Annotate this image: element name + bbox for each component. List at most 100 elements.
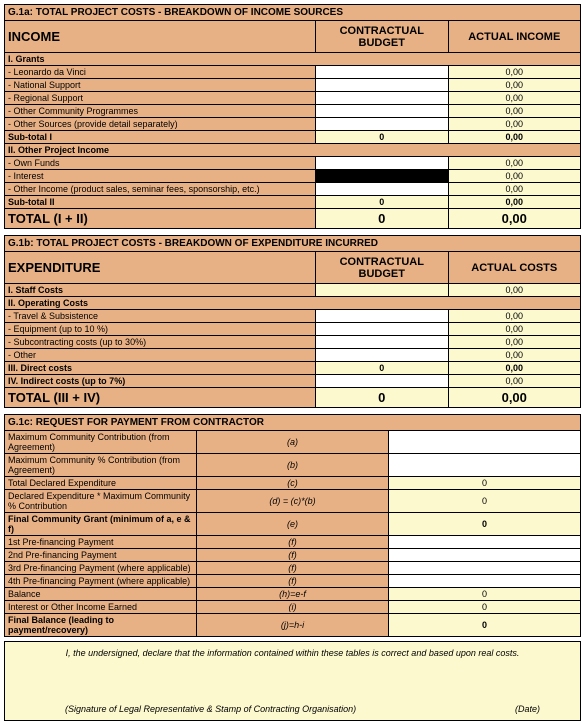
g1c-row-label: 4th Pre-financing Payment (where applica… [5, 575, 197, 588]
g1c-row-value[interactable] [389, 575, 581, 588]
budget-cell[interactable] [316, 105, 448, 118]
actual-cell: 0,00 [448, 336, 580, 349]
g1b-indirect-budget[interactable] [316, 375, 448, 388]
g1a-other-header: II. Other Project Income [5, 144, 581, 157]
g1c-row-letter: (i) [197, 601, 389, 614]
g1c-row-label: Declared Expenditure * Maximum Community… [5, 490, 197, 513]
g1a-total-label: TOTAL (I + II) [5, 209, 316, 229]
g1a-subtotal2-actual: 0,00 [448, 196, 580, 209]
table-row-label: - Other [5, 349, 316, 362]
actual-cell: 0,00 [448, 118, 580, 131]
g1b-op-header: II. Operating Costs [5, 297, 581, 310]
g1c-row-label: Final Balance (leading to payment/recove… [5, 614, 197, 637]
table-row-label: - Equipment (up to 10 %) [5, 323, 316, 336]
g1b-direct-budget: 0 [316, 362, 448, 375]
actual-cell: 0,00 [448, 323, 580, 336]
budget-cell[interactable] [316, 118, 448, 131]
g1b-title: G.1b: TOTAL PROJECT COSTS - BREAKDOWN OF… [5, 236, 581, 252]
g1c-row-value: 0 [389, 614, 581, 637]
g1b-direct-actual: 0,00 [448, 362, 580, 375]
g1b-total-label: TOTAL (III + IV) [5, 388, 316, 408]
g1c-row-label: 1st Pre-financing Payment [5, 536, 197, 549]
actual-cell: 0,00 [448, 66, 580, 79]
actual-cell: 0,00 [448, 92, 580, 105]
g1a-subtotal1-label: Sub-total I [5, 131, 316, 144]
g1c-row-label: 3rd Pre-financing Payment (where applica… [5, 562, 197, 575]
g1c-row-value: 0 [389, 601, 581, 614]
actual-cell: 0,00 [448, 170, 580, 183]
g1a-title: G.1a: TOTAL PROJECT COSTS - BREAKDOWN OF… [5, 5, 581, 21]
g1b-staff-actual: 0,00 [448, 284, 580, 297]
g1c-row-letter: (f) [197, 549, 389, 562]
budget-cell[interactable] [316, 183, 448, 196]
g1c-row-letter: (a) [197, 431, 389, 454]
g1c-row-letter: (f) [197, 562, 389, 575]
g1c-row-label: Total Declared Expenditure [5, 477, 197, 490]
g1a-col-budget: CONTRACTUAL BUDGET [316, 21, 448, 53]
g1c-row-letter: (f) [197, 536, 389, 549]
declaration-text: I, the undersigned, declare that the inf… [15, 648, 570, 658]
g1a-subtotal1-actual: 0,00 [448, 131, 580, 144]
g1c-row-label: Balance [5, 588, 197, 601]
g1c-row-value: 0 [389, 588, 581, 601]
table-g1b: G.1b: TOTAL PROJECT COSTS - BREAKDOWN OF… [4, 235, 581, 408]
budget-cell[interactable] [316, 323, 448, 336]
g1c-row-value: 0 [389, 513, 581, 536]
g1a-subtotal2-label: Sub-total II [5, 196, 316, 209]
g1c-row-value[interactable] [389, 431, 581, 454]
g1c-row-letter: (b) [197, 454, 389, 477]
g1c-row-label: 2nd Pre-financing Payment [5, 549, 197, 562]
g1c-row-value[interactable] [389, 562, 581, 575]
g1c-title: G.1c: REQUEST FOR PAYMENT FROM CONTRACTO… [5, 415, 581, 431]
g1a-total-actual: 0,00 [448, 209, 580, 229]
actual-cell: 0,00 [448, 349, 580, 362]
g1c-row-letter: (j)=h-i [197, 614, 389, 637]
g1b-col-budget: CONTRACTUAL BUDGET [316, 252, 448, 284]
g1a-total-budget: 0 [316, 209, 448, 229]
g1a-subtotal1-budget: 0 [316, 131, 448, 144]
table-row-label: - Own Funds [5, 157, 316, 170]
budget-cell[interactable] [316, 336, 448, 349]
g1a-col-actual: ACTUAL INCOME [448, 21, 580, 53]
declaration-sig: (Signature of Legal Representative & Sta… [65, 704, 356, 714]
g1a-grants-header: I. Grants [5, 53, 581, 66]
g1c-row-value[interactable] [389, 549, 581, 562]
table-row-label: - Leonardo da Vinci [5, 66, 316, 79]
g1c-row-value[interactable] [389, 536, 581, 549]
actual-cell: 0,00 [448, 183, 580, 196]
table-g1c: G.1c: REQUEST FOR PAYMENT FROM CONTRACTO… [4, 414, 581, 637]
g1b-col-label: EXPENDITURE [5, 252, 316, 284]
g1c-row-letter: (f) [197, 575, 389, 588]
declaration-date: (Date) [515, 704, 540, 714]
g1c-row-value[interactable] [389, 454, 581, 477]
g1c-row-label: Maximum Community Contribution (from Agr… [5, 431, 197, 454]
g1c-row-label: Maximum Community % Contribution (from A… [5, 454, 197, 477]
g1b-total-actual: 0,00 [448, 388, 580, 408]
table-row-label: - National Support [5, 79, 316, 92]
table-row-label: - Other Community Programmes [5, 105, 316, 118]
g1a-col-label: INCOME [5, 21, 316, 53]
g1b-staff-header: I. Staff Costs [5, 284, 316, 297]
g1b-indirect-actual: 0,00 [448, 375, 580, 388]
g1c-row-value: 0 [389, 490, 581, 513]
g1a-subtotal2-budget: 0 [316, 196, 448, 209]
g1b-staff-budget[interactable] [316, 284, 448, 297]
budget-cell[interactable] [316, 92, 448, 105]
table-row-label: - Subcontracting costs (up to 30%) [5, 336, 316, 349]
budget-cell[interactable] [316, 349, 448, 362]
table-row-label: - Interest [5, 170, 316, 183]
actual-cell: 0,00 [448, 79, 580, 92]
budget-cell[interactable] [316, 157, 448, 170]
g1b-total-budget: 0 [316, 388, 448, 408]
budget-cell[interactable] [316, 66, 448, 79]
g1c-row-letter: (e) [197, 513, 389, 536]
table-row-label: - Travel & Subsistence [5, 310, 316, 323]
budget-cell[interactable] [316, 310, 448, 323]
g1c-row-letter: (d) = (c)*(b) [197, 490, 389, 513]
actual-cell: 0,00 [448, 310, 580, 323]
g1b-col-actual: ACTUAL COSTS [448, 252, 580, 284]
table-row-label: - Regional Support [5, 92, 316, 105]
table-row-label: - Other Sources (provide detail separate… [5, 118, 316, 131]
g1c-row-label: Interest or Other Income Earned [5, 601, 197, 614]
budget-cell[interactable] [316, 79, 448, 92]
